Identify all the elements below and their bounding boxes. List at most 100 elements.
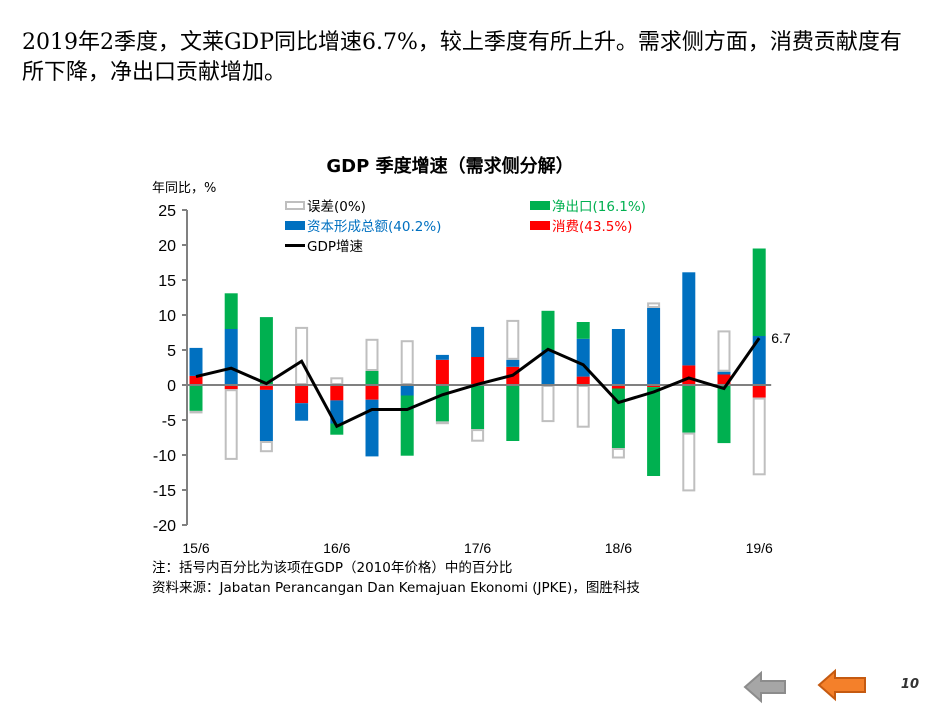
y-tick-label: -15 [153, 483, 176, 500]
legend-swatch-consumption [530, 220, 550, 230]
y-tick-label: 25 [158, 203, 176, 220]
legend-label-error: 误差(0%) [307, 199, 366, 215]
bar-segment-capital [506, 359, 520, 367]
bar-segment-capital [717, 371, 731, 375]
bar-segment-consumption [576, 376, 590, 385]
bar-segment-error [682, 432, 696, 492]
y-tick-label: 10 [158, 308, 176, 325]
bar-segment-capital [541, 350, 555, 385]
y-tick-label: -20 [153, 518, 176, 535]
bar-segment-consumption [682, 365, 696, 385]
bar-segment-net-exports [259, 317, 273, 385]
bar-segment-consumption [330, 385, 344, 401]
chart-source: 资料来源：Jabatan Perancangan Dan Kemajuan Ek… [152, 580, 640, 596]
legend-label-capital: 资本形成总额(40.2%) [307, 219, 442, 235]
y-tick-label: -10 [153, 448, 176, 465]
bar-segment-capital [682, 272, 696, 366]
bar-segment-consumption [471, 357, 485, 385]
bar-segment-error [224, 389, 238, 460]
y-tick-label: 0 [167, 378, 176, 395]
legend-label-net-exports: 净出口(16.1%) [552, 199, 646, 215]
y-axis-label: 年同比，% [152, 181, 217, 196]
bar-segment-capital [224, 329, 238, 385]
bar-segment-capital [611, 329, 625, 385]
bar-segment-net-exports [400, 395, 414, 456]
bar-segment-capital [189, 347, 203, 376]
bar-segment-net-exports [682, 385, 696, 433]
legend-label-gdp: GDP增速 [307, 239, 363, 255]
bar-segment-capital [435, 354, 449, 360]
y-tick-label: 20 [158, 238, 176, 255]
x-tick-label: 15/6 [182, 540, 209, 556]
legend-item-capital: 资本形成总额(40.2%) [285, 215, 441, 235]
bar-segment-consumption [224, 385, 238, 390]
bar-segment-consumption [295, 385, 309, 404]
bar-segment-error [471, 429, 485, 442]
x-tick-label: 18/6 [605, 540, 632, 556]
legend-swatch-capital [285, 220, 305, 230]
y-tick-label: 5 [167, 343, 176, 360]
bar-segment-net-exports [752, 248, 766, 336]
legend-item-error: 误差(0%) [285, 195, 366, 215]
bar-segment-net-exports [506, 385, 520, 441]
bar-segment-net-exports [365, 371, 379, 385]
bar-segment-consumption [752, 385, 766, 398]
bar-segment-net-exports [471, 385, 485, 430]
bar-segment-error [576, 385, 590, 428]
bar-segment-error [365, 338, 379, 371]
bar-segment-capital [647, 308, 661, 385]
back-arrow-icon[interactable] [743, 670, 789, 704]
bar-segment-capital [365, 399, 379, 457]
bar-segment-capital [259, 389, 273, 441]
bar-segment-net-exports [717, 385, 731, 444]
legend-item-net-exports: 净出口(16.1%) [530, 195, 646, 215]
bar-segment-error [400, 340, 414, 386]
bar-segment-capital [400, 385, 414, 396]
x-tick-label: 17/6 [464, 540, 491, 556]
gdp-annotation: 6.7 [771, 330, 791, 346]
bar-segment-error [611, 448, 625, 459]
legend-swatch-error [285, 200, 305, 210]
bar-segment-capital [471, 326, 485, 357]
bar-segment-error [259, 441, 273, 453]
bar-segment-consumption [259, 385, 273, 390]
previous-arrow-icon[interactable] [817, 668, 869, 702]
bar-segment-net-exports [435, 385, 449, 422]
page-number: 10 [900, 677, 919, 692]
legend-item-gdp: GDP增速 [285, 235, 363, 255]
bar-segment-capital [295, 403, 309, 421]
bar-segment-error [295, 326, 309, 385]
bar-segment-net-exports [189, 385, 203, 411]
bar-segment-consumption [365, 385, 379, 400]
bar-segment-net-exports [576, 322, 590, 339]
bar-segment-error [647, 302, 661, 308]
bar-segment-consumption [647, 385, 661, 388]
legend-swatch-net-exports [530, 200, 550, 210]
legend-item-consumption: 消费(43.5%) [530, 215, 632, 235]
x-tick-label: 19/6 [746, 540, 773, 556]
bar-segment-consumption [435, 359, 449, 385]
chart-note: 注：括号内百分比为该项在GDP（2010年价格）中的百分比 [152, 560, 513, 576]
bar-segment-error [189, 410, 203, 414]
bar-segment-error [506, 319, 520, 360]
bar-segment-consumption [611, 385, 625, 389]
headline: 2019年2季度，文莱GDP同比增速6.7%，较上季度有所上升。需求侧方面，消费… [22, 30, 902, 85]
y-tick-label: -5 [162, 413, 176, 430]
bar-segment-net-exports [611, 388, 625, 448]
bar-segment-net-exports [330, 423, 344, 435]
bar-segment-consumption [189, 375, 203, 385]
legend-swatch-gdp [285, 243, 305, 247]
x-tick-label: 16/6 [323, 540, 350, 556]
chart-title: GDP 季度增速（需求侧分解） [326, 156, 574, 177]
bar-segment-net-exports [224, 293, 238, 329]
bar-segment-error [330, 377, 344, 385]
y-tick-label: 15 [158, 273, 176, 290]
bar-segment-net-exports [541, 310, 555, 350]
bar-segment-consumption [717, 374, 731, 385]
legend-label-consumption: 消费(43.5%) [552, 219, 633, 235]
bar-segment-error [435, 421, 449, 425]
bar-segment-error [717, 330, 731, 372]
bar-segment-net-exports [647, 387, 661, 476]
bar-segment-capital [752, 336, 766, 385]
